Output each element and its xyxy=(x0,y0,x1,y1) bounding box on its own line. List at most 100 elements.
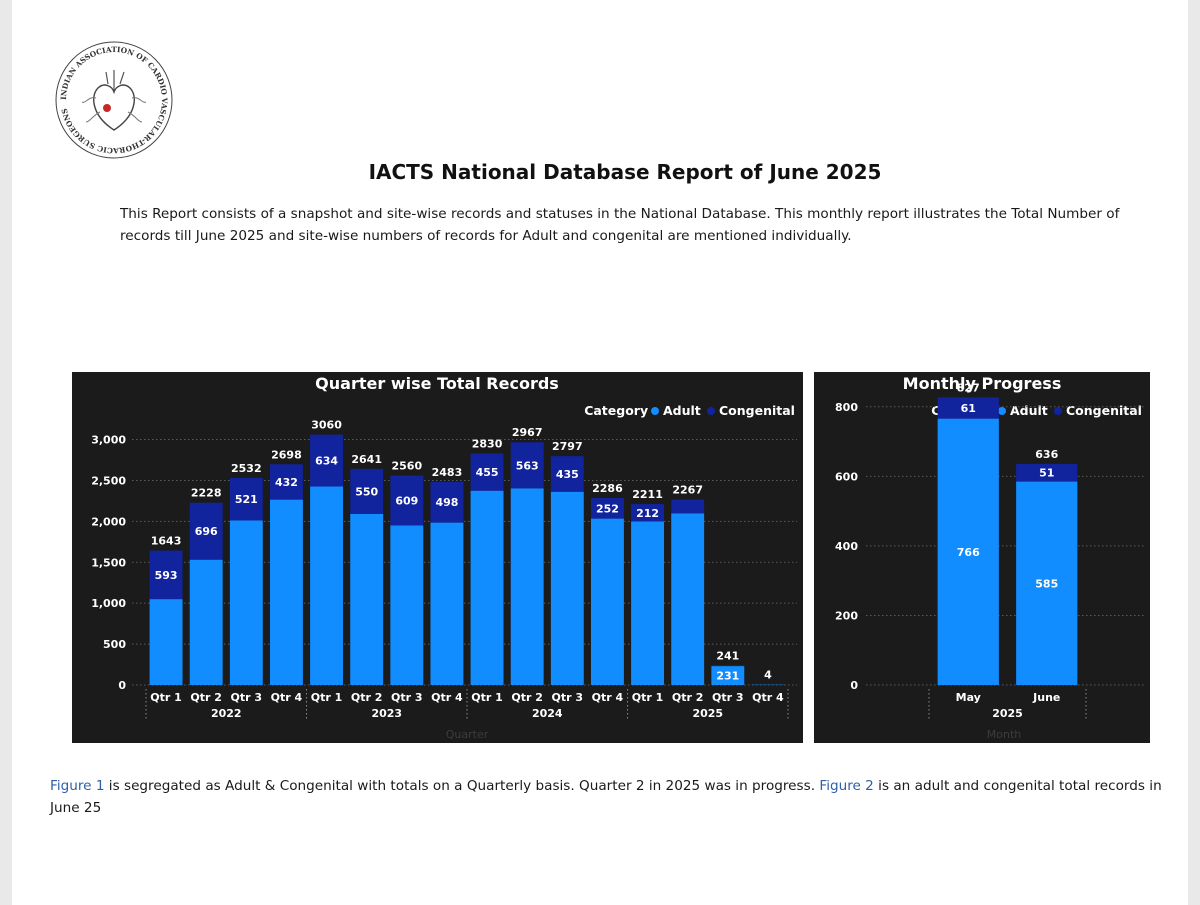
bar-adult xyxy=(470,490,504,685)
bar-congenital xyxy=(470,453,504,491)
data-label-congenital: 521 xyxy=(235,493,258,506)
bar-congenital xyxy=(149,550,183,600)
bar-adult xyxy=(590,518,624,685)
data-label-total: 827 xyxy=(957,381,980,394)
data-label-total: 2698 xyxy=(271,448,302,461)
x-axis-title: Month xyxy=(987,728,1022,741)
bar-adult xyxy=(310,486,344,685)
bar-congenital xyxy=(550,456,584,492)
x-tick-label: Qtr 1 xyxy=(632,691,664,704)
x-tick-label: Qtr 3 xyxy=(231,691,263,704)
bar-adult xyxy=(711,666,745,685)
x-tick-label: Qtr 3 xyxy=(552,691,584,704)
bar-adult xyxy=(269,499,303,685)
x-tick-label: Qtr 3 xyxy=(391,691,423,704)
bar-congenital xyxy=(631,504,665,522)
x-tick-label: June xyxy=(1032,691,1060,704)
y-tick-label: 600 xyxy=(835,470,858,483)
legend-label-congenital: Congenital xyxy=(719,403,795,418)
bar-congenital xyxy=(269,464,303,500)
y-tick-label: 1,500 xyxy=(91,556,126,569)
data-label-total: 2483 xyxy=(432,466,463,479)
data-label-congenital: 212 xyxy=(636,507,659,520)
data-label-congenital: 609 xyxy=(395,494,418,507)
data-label-congenital: 435 xyxy=(556,468,579,481)
logo-ring-text: INDIAN ASSOCIATION OF CARDIO VASCULAR-TH… xyxy=(59,45,169,155)
data-label-total: 2267 xyxy=(672,484,703,497)
report-title: IACTS National Database Report of June 2… xyxy=(368,160,882,184)
bar-congenital xyxy=(310,434,344,487)
iacts-logo: INDIAN ASSOCIATION OF CARDIO VASCULAR-TH… xyxy=(55,41,173,159)
legend-label-congenital: Congenital xyxy=(1066,403,1142,418)
x-tick-label: Qtr 2 xyxy=(351,691,383,704)
data-label-total: 241 xyxy=(716,649,739,662)
figure-1-link[interactable]: Figure 1 xyxy=(50,778,105,794)
heart-emblem-icon xyxy=(81,70,147,131)
data-label-total: 4 xyxy=(764,669,772,682)
data-label-total: 2228 xyxy=(191,487,222,500)
data-label-congenital: 550 xyxy=(355,485,378,498)
data-label-congenital: 455 xyxy=(476,466,499,479)
x-tick-label: Qtr 1 xyxy=(311,691,343,704)
x-group-label: 2025 xyxy=(692,707,723,720)
legend-marker-congenital xyxy=(707,407,715,415)
bar-congenital xyxy=(390,475,424,526)
data-label-congenital: 696 xyxy=(195,525,218,538)
data-label-total: 2830 xyxy=(472,437,503,450)
data-label-congenital: 634 xyxy=(315,455,338,468)
data-label-congenital: 432 xyxy=(275,476,298,489)
x-tick-label: Qtr 1 xyxy=(150,691,182,704)
monthly-chart-panel: Monthly ProgressCongenitalAdultCategory0… xyxy=(814,372,1150,743)
x-tick-label: Qtr 2 xyxy=(672,691,704,704)
data-label-total: 1643 xyxy=(151,535,182,548)
bar-congenital xyxy=(937,397,999,419)
figure-caption: Figure 1 is segregated as Adult & Congen… xyxy=(50,775,1170,819)
bar-adult xyxy=(149,599,183,685)
bar-adult xyxy=(350,513,384,685)
bar-adult xyxy=(1016,481,1078,685)
report-intro: This Report consists of a snapshot and s… xyxy=(120,206,1120,244)
figure-2-link[interactable]: Figure 2 xyxy=(819,778,874,794)
data-label-congenital: 51 xyxy=(1039,467,1054,480)
data-label-adult: 585 xyxy=(1035,577,1058,590)
legend-marker-congenital xyxy=(1054,407,1062,415)
data-label-total: 2211 xyxy=(632,488,663,501)
bar-congenital xyxy=(510,442,544,489)
caption-text-2: is an adult and congenital total records… xyxy=(50,778,1162,816)
y-tick-label: 400 xyxy=(835,540,858,553)
data-label-total: 3060 xyxy=(311,419,342,432)
bar-congenital xyxy=(671,499,705,514)
x-group-label: 2025 xyxy=(992,707,1023,720)
data-label-total: 2560 xyxy=(392,460,423,473)
bar-adult xyxy=(189,559,223,685)
data-label-congenital: 252 xyxy=(596,502,619,515)
chart-title: Quarter wise Total Records xyxy=(315,374,559,393)
data-label-total: 2641 xyxy=(351,453,382,466)
bar-adult xyxy=(671,513,705,685)
data-label-congenital: 563 xyxy=(516,459,539,472)
legend-label-adult: Adult xyxy=(663,403,701,418)
data-label-congenital: 498 xyxy=(435,496,458,509)
y-tick-label: 800 xyxy=(835,401,858,414)
bar-adult xyxy=(631,521,665,685)
bar-adult xyxy=(510,488,544,685)
bar-adult xyxy=(430,522,464,685)
data-label-total: 636 xyxy=(1035,448,1058,461)
data-label-adult: 231 xyxy=(716,670,739,683)
y-tick-label: 200 xyxy=(835,609,858,622)
data-label-total: 2797 xyxy=(552,440,583,453)
bar-congenital xyxy=(430,481,464,523)
legend-marker-adult xyxy=(998,407,1006,415)
bar-adult xyxy=(937,418,999,685)
quarter-wise-chart: Quarter wise Total Records Congenital Adul… xyxy=(91,374,797,741)
bar-congenital xyxy=(1016,463,1078,482)
y-tick-label: 500 xyxy=(103,638,126,651)
legend-marker-adult xyxy=(651,407,659,415)
caption-text-1: is segregated as Adult & Congenital with… xyxy=(104,778,820,794)
data-label-total: 2967 xyxy=(512,426,543,439)
data-label-congenital: 593 xyxy=(155,569,178,582)
x-tick-label: Qtr 4 xyxy=(431,691,463,704)
chart-title: Monthly Progress xyxy=(903,374,1062,393)
svg-text:INDIAN ASSOCIATION OF CARDIO V: INDIAN ASSOCIATION OF CARDIO VASCULAR-TH… xyxy=(59,45,169,155)
data-label-total: 2286 xyxy=(592,482,623,495)
